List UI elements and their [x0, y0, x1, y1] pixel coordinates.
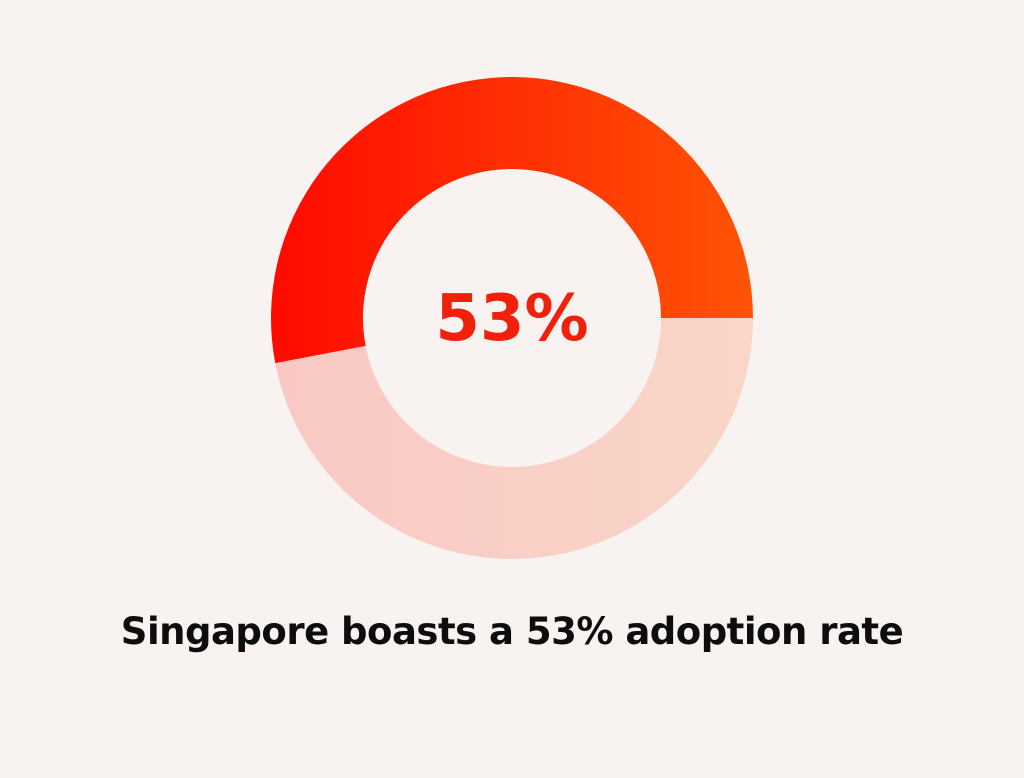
chart-caption: Singapore boasts a 53% adoption rate: [120, 610, 904, 653]
donut-slice-adoption: [270, 77, 753, 364]
center-percentage-label: 53%: [435, 282, 588, 356]
donut-slice-remaining: [275, 318, 753, 560]
